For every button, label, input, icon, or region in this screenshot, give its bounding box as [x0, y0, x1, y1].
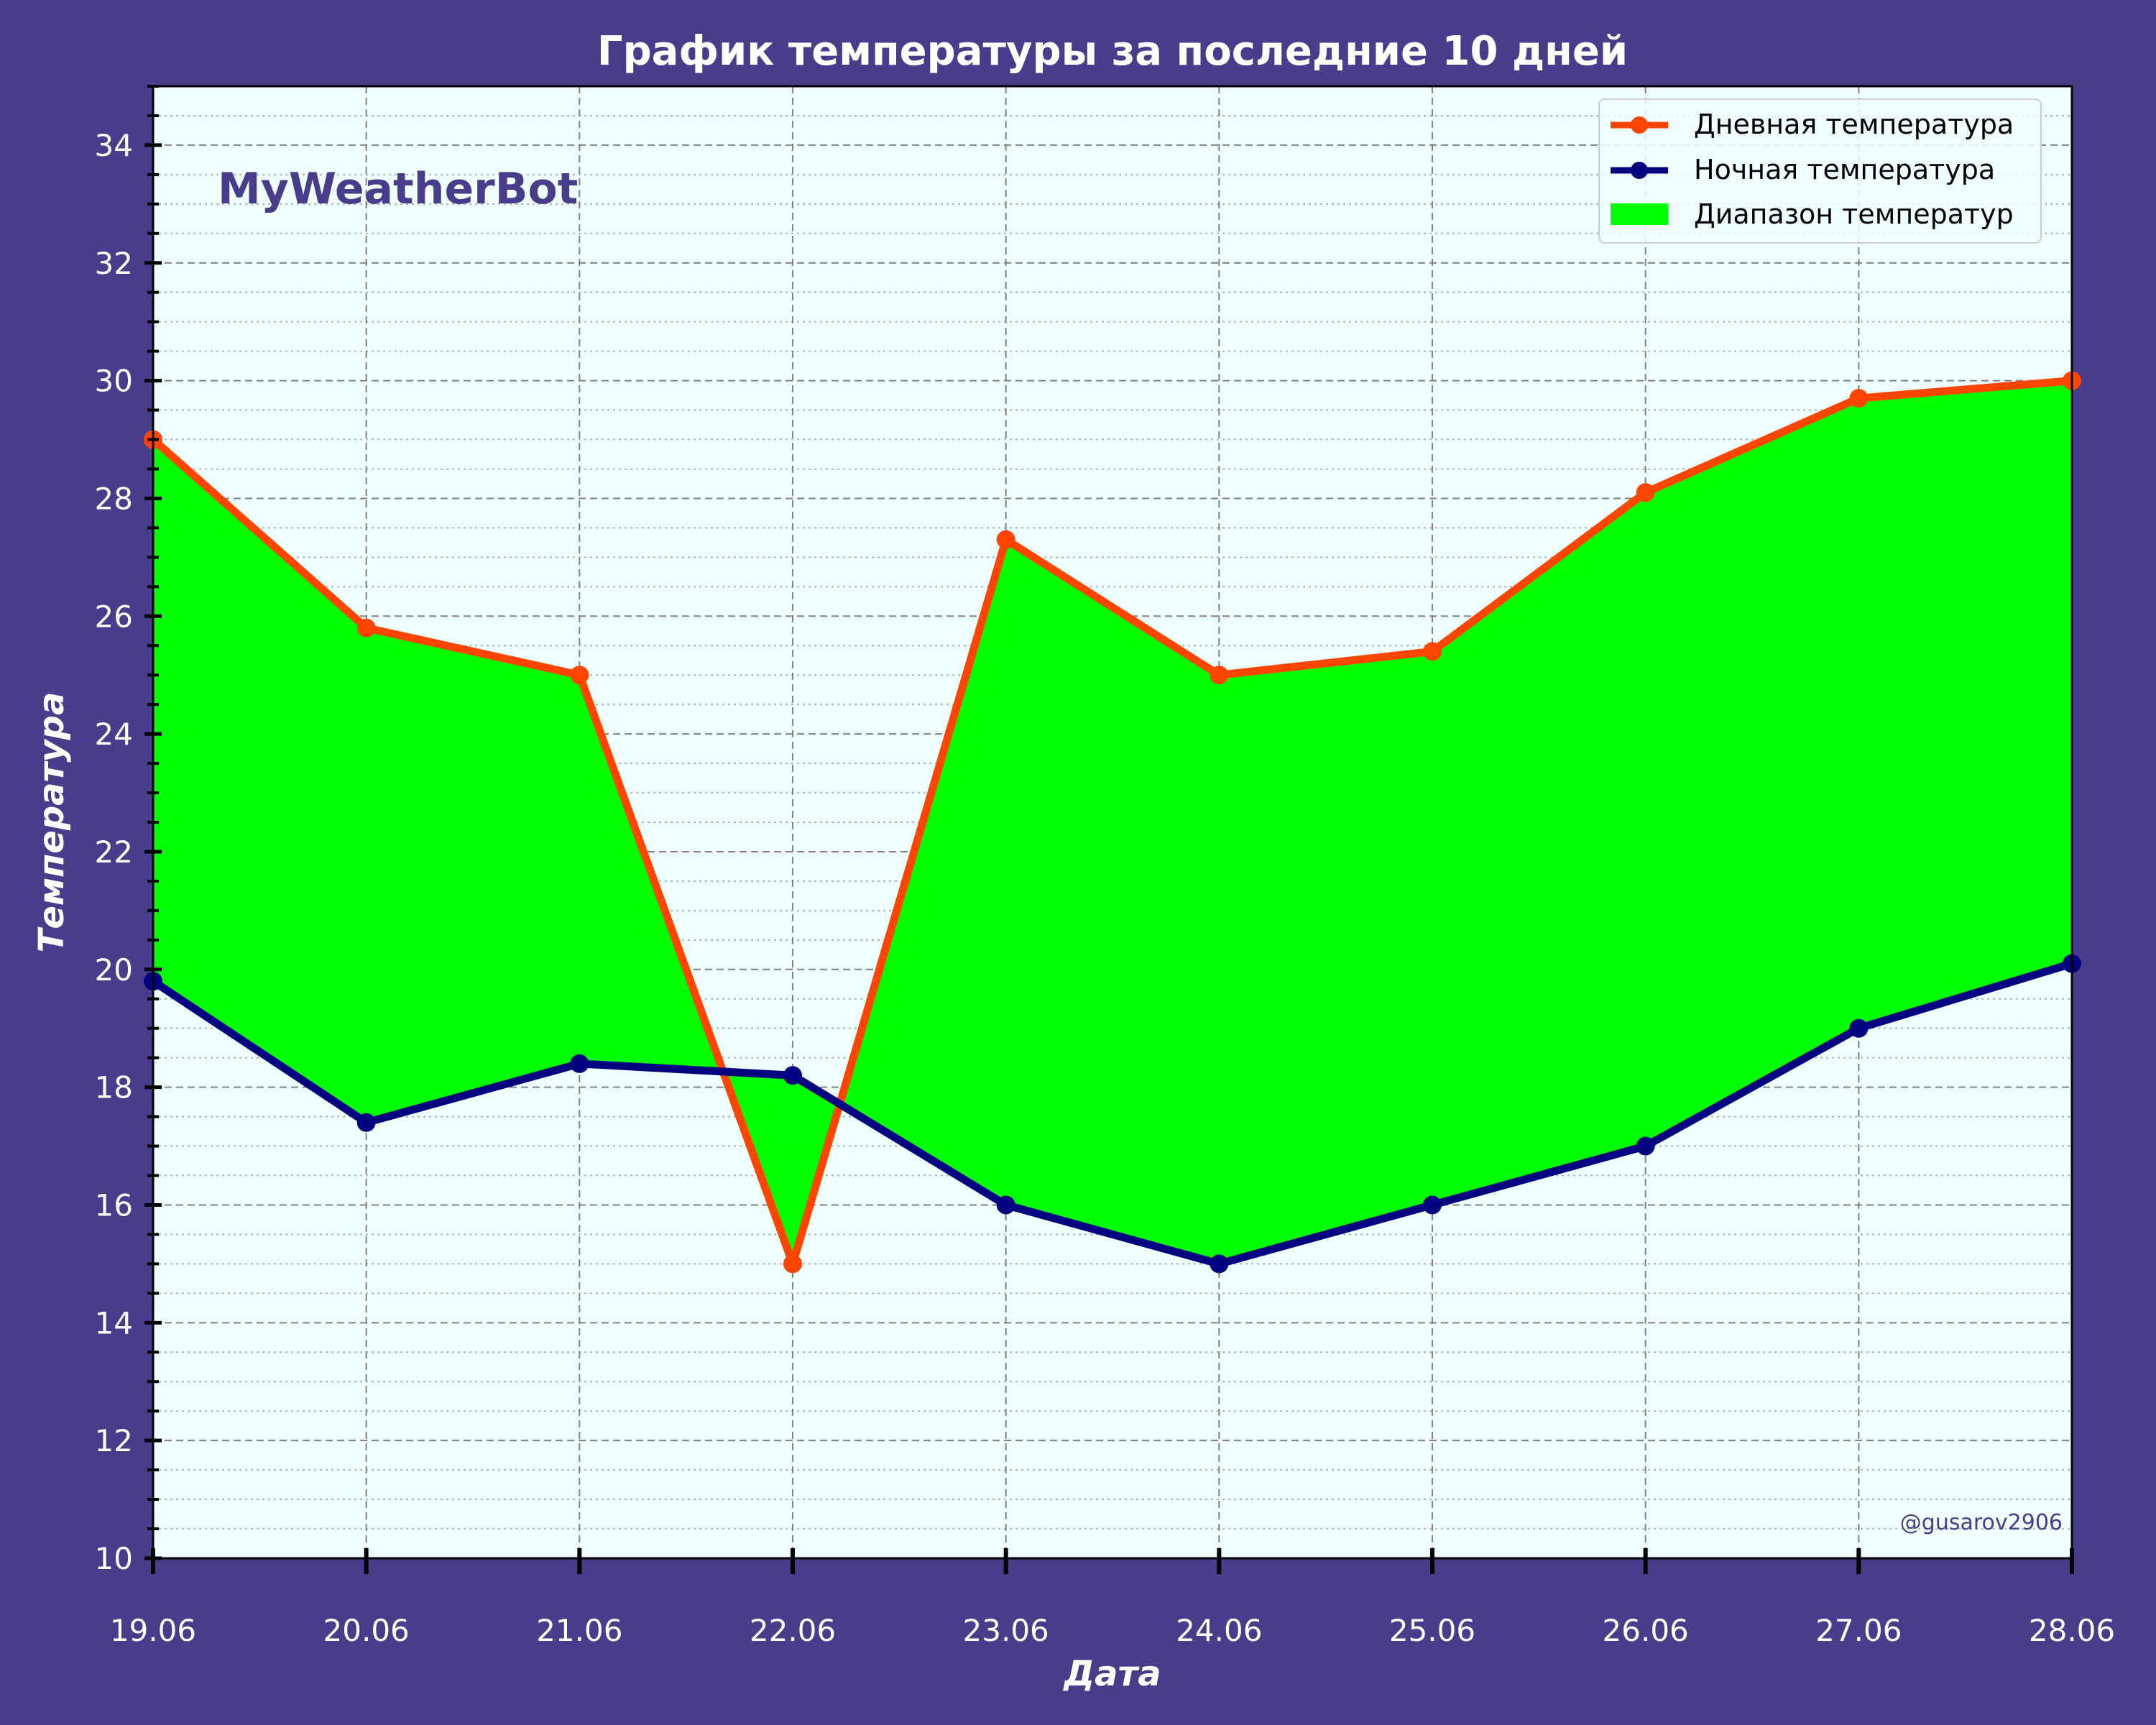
series-layer [144, 371, 2081, 1274]
night-temperature-point [1423, 1195, 1442, 1215]
night-temperature-point [570, 1054, 589, 1073]
day-temperature-point [1210, 666, 1229, 685]
night-temperature-point [1636, 1136, 1655, 1156]
x-tick-label: 28.06 [2029, 1613, 2115, 1648]
day-temperature-point [783, 1254, 802, 1274]
y-tick-label: 32 [95, 246, 133, 281]
x-tick-label: 24.06 [1176, 1613, 1262, 1648]
day-temperature-point [356, 618, 376, 638]
y-tick-label: 10 [95, 1541, 133, 1576]
x-tick-label: 21.06 [536, 1613, 622, 1648]
x-tick-label: 23.06 [963, 1613, 1049, 1648]
legend-night-label: Ночная температура [1694, 154, 1995, 185]
legend-day-marker [1631, 116, 1648, 134]
day-temperature-line [150, 377, 2073, 1268]
y-tick-label: 16 [95, 1187, 133, 1223]
day-temperature-point [1849, 389, 1869, 408]
y-tick-label: 14 [95, 1305, 133, 1340]
x-tick-label: 26.06 [1603, 1613, 1689, 1648]
y-tick-label: 28 [95, 481, 133, 516]
day-temperature-point [996, 530, 1015, 549]
legend-box [1598, 98, 2042, 244]
ticks-layer: 10 12 14 16 18 20 22 24 26 28 30 32 34 19.06 20.06 21.0… [95, 85, 2115, 1648]
y-tick-label: 20 [95, 952, 133, 988]
legend-day-label: Дневная температура [1694, 109, 2014, 140]
x-tick-label: 25.06 [1389, 1613, 1475, 1648]
day-temperature-point [570, 666, 589, 685]
y-tick-label: 30 [95, 364, 133, 399]
x-tick-label: 19.06 [110, 1613, 196, 1648]
night-temperature-point [783, 1066, 802, 1085]
y-tick-label: 34 [95, 128, 133, 163]
y-tick-label: 26 [95, 599, 133, 634]
y-tick-label: 18 [95, 1070, 133, 1105]
night-temperature-line [150, 960, 2073, 1268]
day-temperature-point [1636, 483, 1655, 502]
legend-range-swatch [1611, 203, 1668, 225]
night-temperature-point [356, 1113, 376, 1132]
y-tick-label: 22 [95, 834, 133, 870]
range-fill-layer [153, 380, 2072, 1264]
y-tick-label: 12 [95, 1423, 133, 1458]
legend-range-label: Диапазон температур [1694, 198, 2014, 230]
x-axis-label: Дата [1062, 1654, 1161, 1694]
night-temperature-point [1849, 1018, 1869, 1038]
x-tick-label: 22.06 [750, 1613, 836, 1648]
credit-text: @gusarov2906 [1900, 1510, 2063, 1535]
legend: Дневная температура Ночная температура Д… [1598, 98, 2042, 244]
x-tick-label: 20.06 [323, 1613, 410, 1648]
y-tick-label: 24 [95, 717, 133, 752]
y-axis-label: Температура [32, 692, 72, 953]
temperature-range-fill [153, 380, 2072, 1264]
night-temperature-point [996, 1195, 1015, 1215]
watermark-text: MyWeatherBot [218, 164, 578, 214]
day-temperature-point [1423, 642, 1442, 661]
night-temperature-point [1210, 1254, 1229, 1274]
chart-title: График температуры за последние 10 дней [597, 28, 1628, 75]
legend-night-marker [1631, 162, 1648, 179]
x-tick-label: 27.06 [1815, 1613, 1902, 1648]
